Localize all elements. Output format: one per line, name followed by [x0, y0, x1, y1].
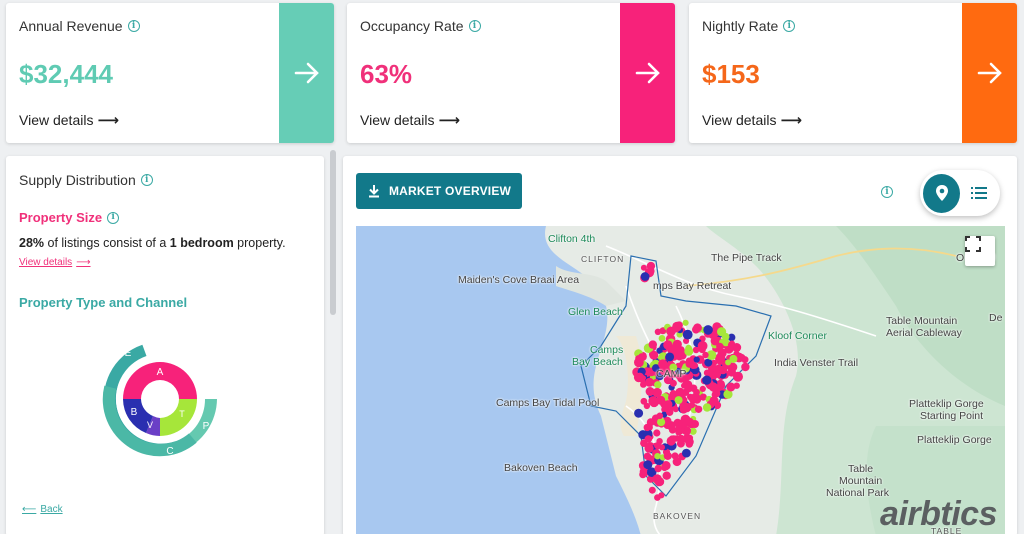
donut-inner-segment-b	[123, 399, 153, 433]
map-label: Aerial Cableway	[886, 327, 962, 339]
info-icon[interactable]: i	[140, 174, 153, 186]
map-label: National Park	[826, 487, 890, 499]
info-icon[interactable]: i	[468, 20, 481, 32]
download-icon	[368, 185, 379, 198]
map-label: BAKOVEN	[653, 511, 702, 521]
property-size-summary: 28% of listings consist of a 1 bedroom p…	[19, 236, 286, 250]
kpi-arrow-button[interactable]	[620, 3, 675, 143]
market-overview-button[interactable]: MARKET OVERVIEW	[356, 173, 522, 209]
kpi-title: Annual Revenue	[19, 18, 123, 34]
info-icon[interactable]: i	[881, 186, 893, 198]
property-size-details-link[interactable]: View details ⟶	[19, 257, 91, 268]
donut-label-b: B	[131, 407, 138, 418]
fullscreen-button[interactable]	[965, 236, 995, 266]
donut-inner-segment-t	[160, 399, 197, 436]
airbtics-logo: airbtics	[880, 495, 997, 533]
kpi-value: 63%	[360, 59, 413, 89]
map-label: TABLE	[931, 526, 963, 534]
map-label: mps Bay Retreat	[653, 280, 732, 292]
map-label: Camps	[590, 344, 624, 356]
property-size-title: Property Size	[19, 210, 103, 225]
donut-outer-segment-c	[102, 385, 197, 457]
property-type-donut-chart[interactable]: A B V T E P C	[102, 341, 232, 461]
kpi-value: $32,444	[19, 59, 113, 89]
kpi-arrow-button[interactable]	[962, 3, 1017, 143]
donut-label-c: C	[166, 446, 173, 457]
kpi-value: $153	[702, 59, 760, 89]
map-label: India Venster Trail	[774, 357, 859, 369]
map-label: De	[989, 312, 1003, 324]
list-view-button[interactable]	[960, 174, 997, 213]
view-details-link[interactable]: View details ⟶	[702, 112, 802, 129]
donut-label-a: A	[157, 367, 164, 378]
kpi-title: Nightly Rate	[702, 18, 779, 34]
kpi-card-occupancy-rate: Occupancy Rate i 63% View details ⟶	[347, 3, 675, 143]
map-label: Platteklip Gorge	[909, 398, 984, 410]
kpi-title: Occupancy Rate	[360, 18, 464, 34]
donut-label-e: E	[125, 348, 132, 359]
map-label: Bakoven Beach	[504, 462, 578, 474]
scrollbar[interactable]	[330, 150, 336, 315]
map-label: Glen Beach	[568, 306, 623, 318]
map-label: Bay Beach	[572, 356, 623, 368]
map-label: Table Mountain	[886, 315, 958, 327]
arrow-right-icon	[977, 62, 1002, 84]
map-label: Camps Bay Tidal Pool	[496, 397, 600, 409]
arrow-right-icon: ⟶	[97, 112, 119, 129]
view-details-link[interactable]: View details ⟶	[360, 112, 460, 129]
map-label: Kloof Corner	[768, 330, 827, 342]
kpi-card-annual-revenue: Annual Revenue i $32,444 View details ⟶	[6, 3, 334, 143]
property-type-channel-title: Property Type and Channel	[19, 295, 188, 310]
info-icon[interactable]: i	[783, 20, 796, 32]
back-link[interactable]: ⟵ Back	[22, 504, 63, 515]
map-label: The Pipe Track	[711, 252, 782, 264]
arrow-right-icon	[294, 62, 319, 84]
map-label: CAMP	[656, 368, 687, 380]
map-pin-icon	[935, 185, 948, 201]
info-icon[interactable]: i	[127, 20, 140, 32]
panel-title: Supply Distribution	[19, 172, 136, 188]
arrow-left-icon: ⟵	[22, 504, 37, 515]
map-label: CLIFTON	[581, 254, 625, 264]
market-panel: MARKET OVERVIEW i	[343, 156, 1017, 534]
view-details-link[interactable]: View details ⟶	[19, 112, 119, 129]
map-label: Platteklip Gorge	[917, 434, 992, 446]
map-label: Maiden's Cove Braai Area	[458, 274, 580, 286]
donut-label-t: T	[179, 409, 185, 419]
donut-inner-segment-v	[146, 416, 160, 436]
listings-dots	[632, 261, 750, 501]
arrow-right-icon: ⟶	[438, 112, 460, 129]
donut-label-v: V	[147, 420, 153, 430]
kpi-arrow-button[interactable]	[279, 3, 334, 143]
arrow-right-icon	[635, 62, 660, 84]
fullscreen-icon	[965, 236, 981, 252]
kpi-card-nightly-rate: Nightly Rate i $153 View details ⟶	[689, 3, 1017, 143]
map-label: Mountain	[839, 475, 883, 487]
arrow-right-icon: ⟶	[780, 112, 802, 129]
arrow-right-icon: ⟶	[76, 257, 91, 268]
map-label: Starting Point	[920, 410, 984, 422]
market-map[interactable]: Clifton 4th CLIFTON Maiden's Cove Braai …	[356, 226, 1005, 534]
map-label: Table	[848, 463, 874, 475]
map-label: Clifton 4th	[548, 233, 596, 245]
map-view-button[interactable]	[923, 173, 960, 213]
list-icon	[970, 187, 987, 199]
donut-label-p: P	[203, 421, 210, 432]
view-toggle	[920, 170, 1000, 216]
info-icon[interactable]: i	[107, 211, 120, 224]
supply-distribution-panel: Supply Distribution i Property Size i 28% …	[6, 156, 324, 534]
donut-inner-segment-a	[123, 362, 197, 399]
